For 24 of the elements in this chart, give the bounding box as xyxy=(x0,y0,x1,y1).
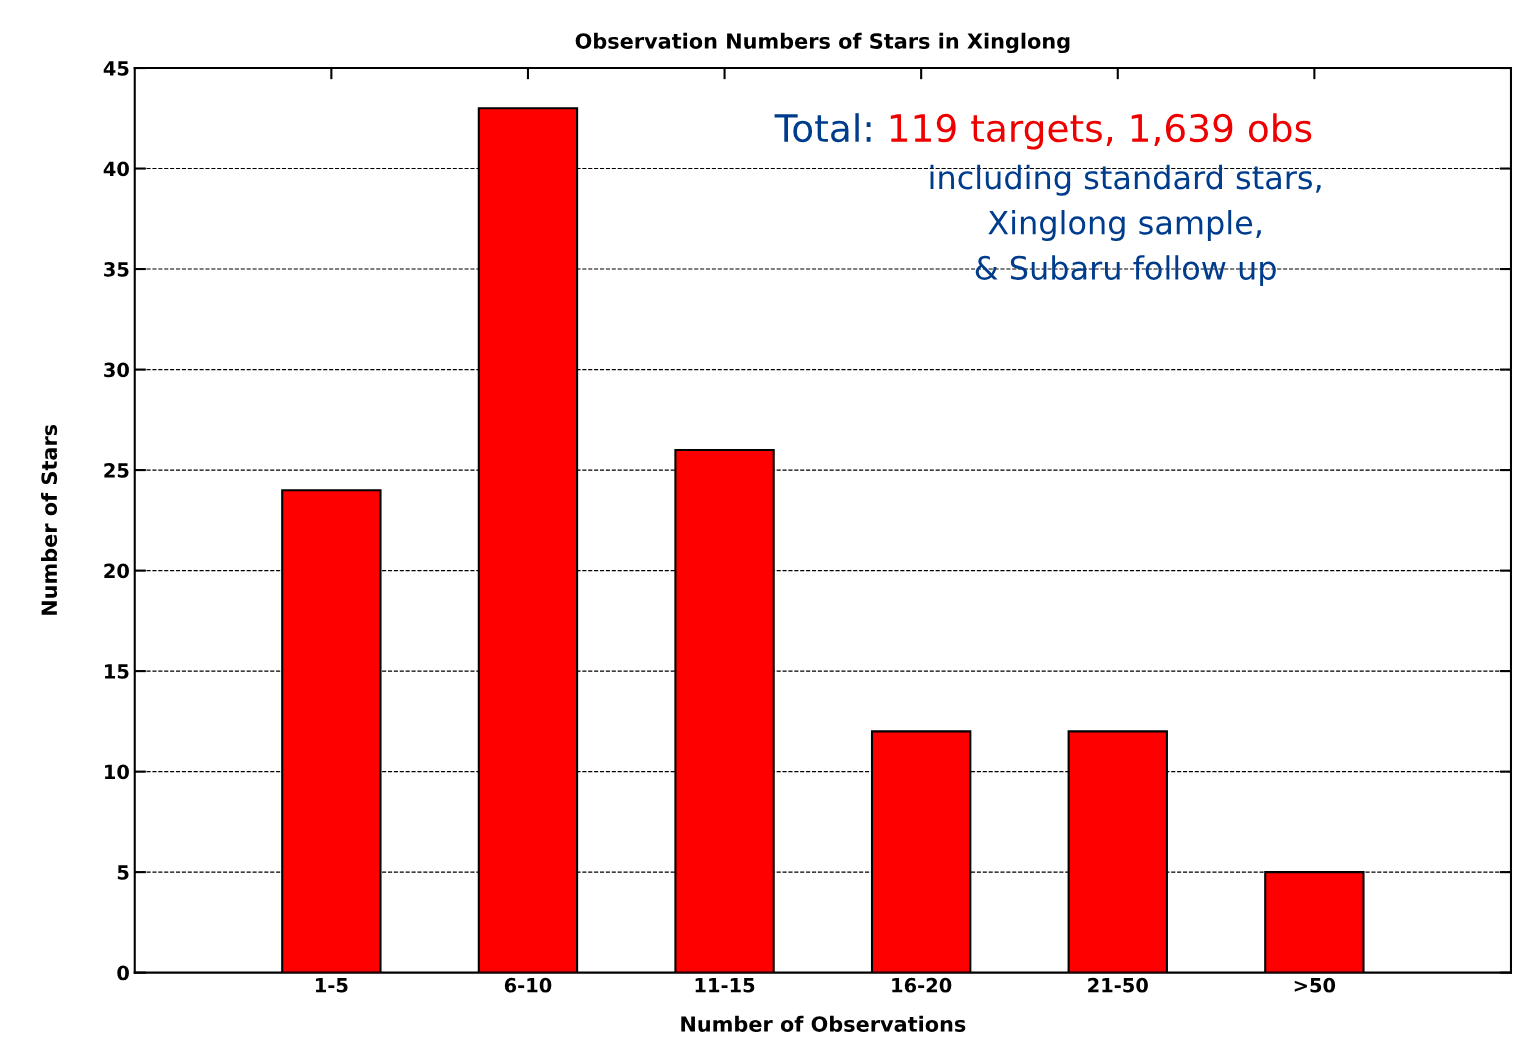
annotation: & Subaru follow up xyxy=(975,255,1276,287)
x-axis-title: Number of Observations xyxy=(681,1015,966,1032)
y-tick-label: 5 xyxy=(117,865,129,880)
x-tick-label: 6-10 xyxy=(504,977,552,993)
annotation: 119 targets, 1,639 obs xyxy=(890,113,1312,150)
y-tick-label: 10 xyxy=(105,764,129,780)
y-tick-label: 0 xyxy=(117,965,129,981)
y-tick-label: 35 xyxy=(104,262,129,277)
y-tick-label: 30 xyxy=(104,362,129,378)
x-tick-label: >50 xyxy=(1294,977,1336,993)
annotation: including standard stars, xyxy=(930,164,1321,196)
x-tick-label: 1-5 xyxy=(315,978,348,993)
x-tick-label: 21-50 xyxy=(1088,977,1148,993)
x-tick-label: 16-20 xyxy=(892,977,952,993)
x-tick-label: 11-15 xyxy=(695,978,755,993)
annotation: Total: xyxy=(774,113,871,143)
chart-title: Observation Numbers of Stars in Xinglong xyxy=(575,32,1070,54)
y-tick-label: 40 xyxy=(103,161,129,177)
y-axis-title: Number of Stars xyxy=(41,424,58,615)
y-tick-label: 15 xyxy=(105,664,129,679)
y-tick-label: 25 xyxy=(104,463,129,478)
annotation: Xinglong sample, xyxy=(988,209,1261,241)
y-tick-label: 45 xyxy=(103,61,129,76)
y-tick-label: 20 xyxy=(104,563,129,579)
